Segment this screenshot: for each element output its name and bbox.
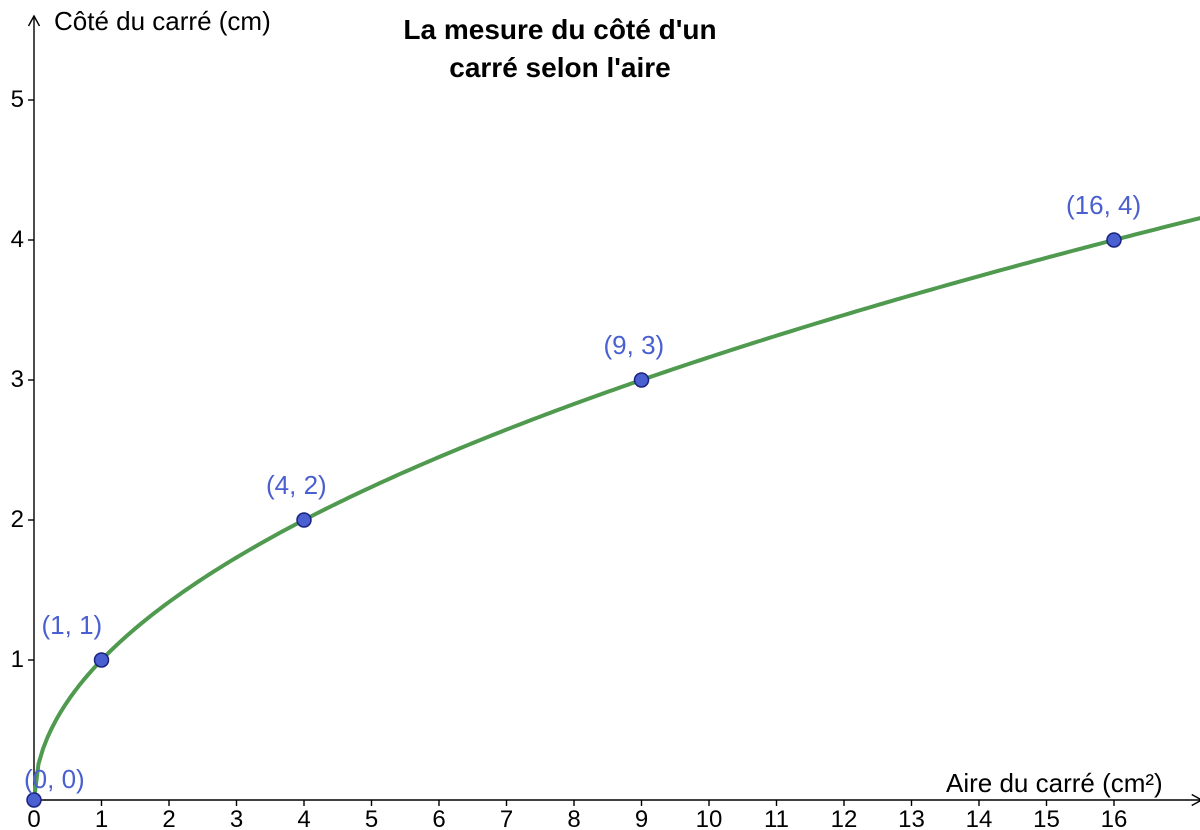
chart-title-line2: carré selon l'aire — [449, 52, 670, 84]
x-tick-label: 14 — [966, 806, 993, 830]
point-label: (0, 0) — [24, 764, 85, 795]
x-tick-label: 6 — [432, 806, 445, 830]
chart-title-line1: La mesure du côté d'un — [403, 14, 716, 46]
x-tick-label: 16 — [1101, 806, 1128, 830]
x-tick-label: 13 — [898, 806, 925, 830]
x-tick-label: 2 — [162, 806, 175, 830]
x-axis-label: Aire du carré (cm²) — [946, 768, 1163, 799]
x-tick-label: 15 — [1033, 806, 1060, 830]
point-label: (16, 4) — [1066, 190, 1141, 221]
y-tick-label: 1 — [11, 646, 24, 674]
y-tick-label: 5 — [11, 86, 24, 114]
point-label: (1, 1) — [42, 610, 103, 641]
x-tick-label: 8 — [567, 806, 580, 830]
y-axis-label: Côté du carré (cm) — [54, 6, 271, 37]
point-label: (9, 3) — [604, 330, 665, 361]
x-tick-label: 12 — [831, 806, 858, 830]
y-tick-label: 4 — [11, 226, 24, 254]
x-tick-label: 1 — [95, 806, 108, 830]
x-tick-label: 4 — [297, 806, 310, 830]
y-tick-label: 3 — [11, 366, 24, 394]
chart-svg — [0, 0, 1200, 830]
x-tick-label: 7 — [500, 806, 513, 830]
sqrt-chart: La mesure du côté d'un carré selon l'air… — [0, 0, 1200, 830]
x-tick-label: 9 — [635, 806, 648, 830]
point-label: (4, 2) — [266, 470, 327, 501]
x-tick-label: 11 — [764, 806, 789, 830]
x-tick-label: 0 — [27, 806, 40, 830]
x-tick-label: 5 — [365, 806, 378, 830]
x-tick-label: 3 — [230, 806, 243, 830]
x-tick-label: 10 — [696, 806, 723, 830]
y-tick-label: 2 — [11, 506, 24, 534]
